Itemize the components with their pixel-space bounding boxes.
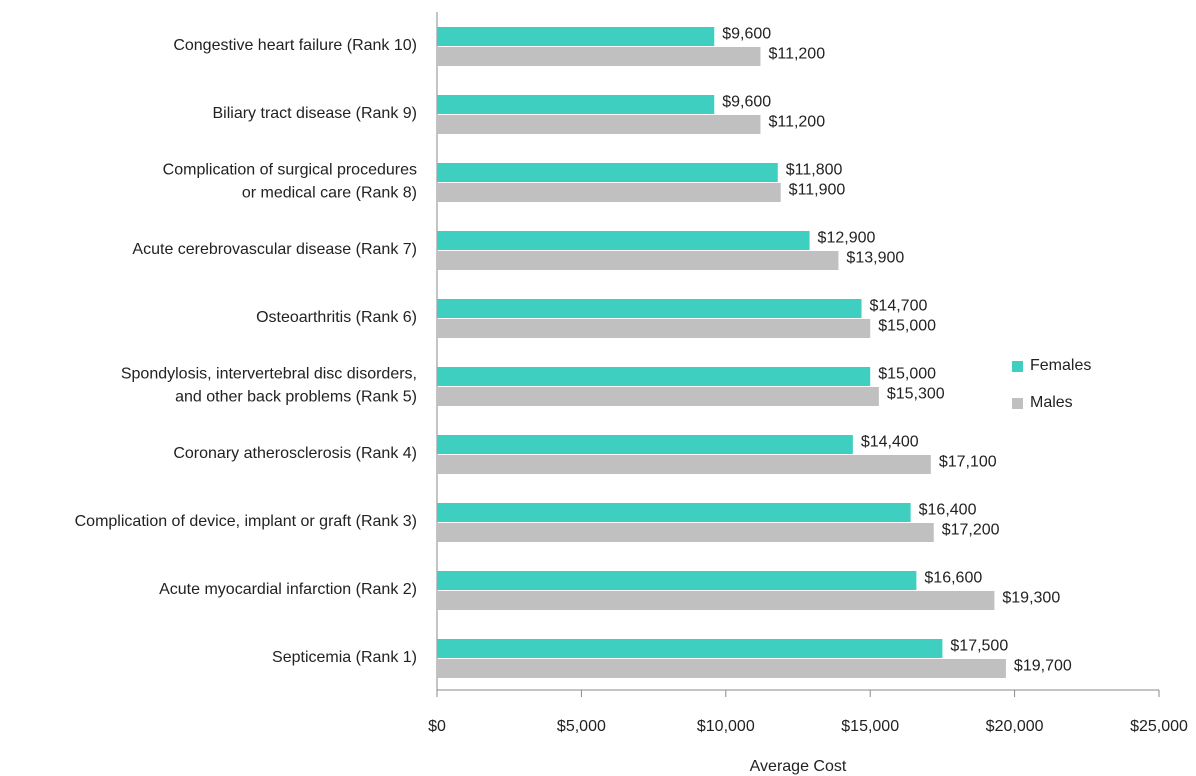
value-label: $11,900 — [789, 182, 846, 199]
bar — [437, 435, 853, 454]
category-label: Osteoarthritis (Rank 6) — [256, 309, 417, 326]
value-label: $19,300 — [1002, 590, 1060, 607]
value-label: $16,400 — [919, 502, 977, 519]
category-label: Septicemia (Rank 1) — [272, 649, 417, 666]
value-label: $13,900 — [846, 250, 904, 267]
bar — [437, 299, 862, 318]
value-label: $19,700 — [1014, 658, 1072, 675]
bar — [437, 115, 761, 134]
value-label: $12,900 — [818, 230, 876, 247]
value-label: $15,000 — [878, 366, 936, 383]
bar — [437, 95, 715, 114]
legend-label: Males — [1030, 394, 1073, 411]
bar — [437, 523, 934, 542]
value-label: $11,200 — [768, 46, 825, 63]
value-label: $15,000 — [878, 318, 936, 335]
x-tick-label: $10,000 — [697, 718, 755, 735]
bar — [437, 571, 917, 590]
value-label: $15,300 — [887, 386, 945, 403]
value-label: $11,800 — [786, 162, 843, 179]
category-label: Coronary atherosclerosis (Rank 4) — [173, 445, 417, 462]
category-label: Biliary tract disease (Rank 9) — [212, 105, 417, 122]
bar — [437, 659, 1006, 678]
x-tick-label: $0 — [428, 718, 446, 735]
bar — [437, 387, 879, 406]
x-tick-label: $25,000 — [1130, 718, 1188, 735]
bar — [437, 503, 911, 522]
category-label: Complication of device, implant or graft… — [75, 513, 417, 530]
value-label: $17,100 — [939, 454, 997, 471]
value-label: $17,500 — [950, 638, 1008, 655]
category-label: Congestive heart failure (Rank 10) — [173, 37, 417, 54]
category-label: Complication of surgical procedures or me… — [163, 162, 417, 202]
value-label: $9,600 — [722, 94, 771, 111]
x-tick-label: $5,000 — [557, 718, 606, 735]
x-axis-title: Average Cost — [750, 758, 847, 775]
legend-swatch — [1012, 398, 1023, 409]
bar — [437, 319, 871, 338]
category-label: Acute cerebrovascular disease (Rank 7) — [132, 241, 417, 258]
category-label: Spondylosis, intervertebral disc disorde… — [121, 366, 417, 406]
bar — [437, 47, 761, 66]
value-label: $14,400 — [861, 434, 919, 451]
value-label: $14,700 — [870, 298, 928, 315]
value-label: $17,200 — [942, 522, 1000, 539]
bar — [437, 183, 781, 202]
bar — [437, 231, 810, 250]
value-label: $16,600 — [924, 570, 982, 587]
value-label: $9,600 — [722, 26, 771, 43]
legend-label: Females — [1030, 357, 1091, 374]
bar — [437, 591, 995, 610]
x-tick-label: $20,000 — [986, 718, 1044, 735]
bar — [437, 163, 778, 182]
legend-swatch — [1012, 361, 1023, 372]
bar — [437, 639, 943, 658]
category-label: Acute myocardial infarction (Rank 2) — [159, 581, 417, 598]
x-tick-label: $15,000 — [841, 718, 899, 735]
bar — [437, 455, 931, 474]
bar — [437, 367, 871, 386]
bar — [437, 27, 715, 46]
bar — [437, 251, 839, 270]
value-label: $11,200 — [768, 114, 825, 131]
